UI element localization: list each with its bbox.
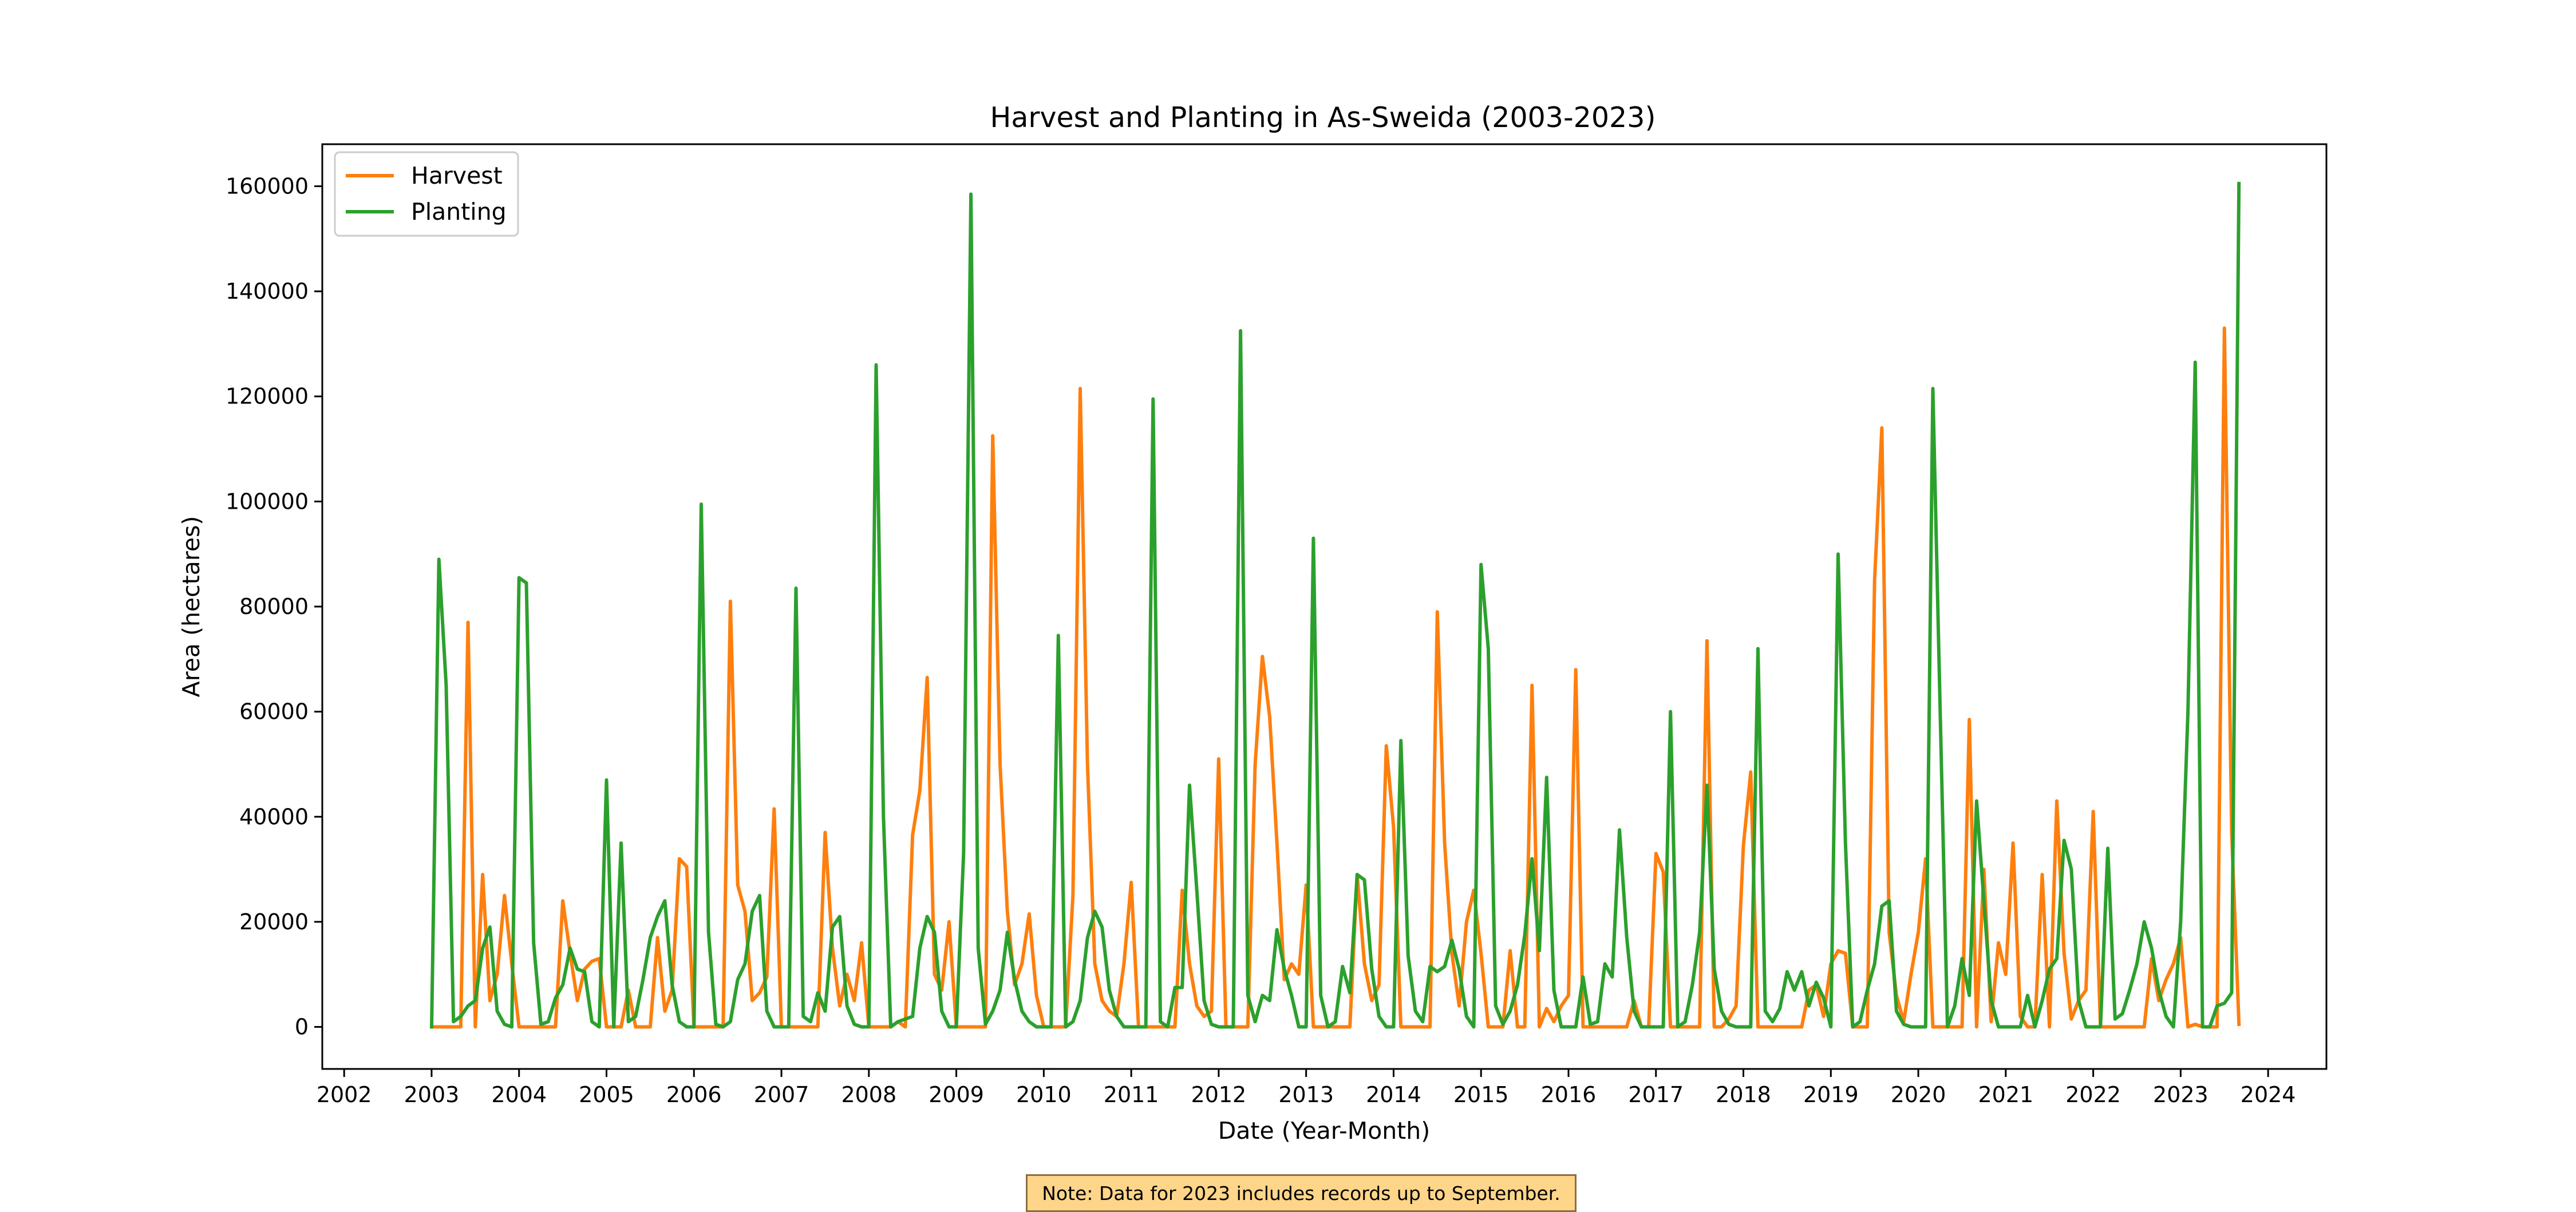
x-tick-label: 2007 <box>754 1082 809 1107</box>
x-tick-label: 2004 <box>491 1082 547 1107</box>
series-line-harvest <box>430 326 2241 1029</box>
y-tick-label: 140000 <box>226 279 309 304</box>
x-tick-label: 2021 <box>1978 1082 2033 1107</box>
x-tick-label: 2015 <box>1453 1082 1509 1107</box>
x-tick-label: 2017 <box>1628 1082 1684 1107</box>
x-tick-label: 2002 <box>317 1082 372 1107</box>
x-tick-label: 2024 <box>2241 1082 2296 1107</box>
x-axis-label: Date (Year-Month) <box>1218 1117 1431 1144</box>
x-tick-label: 2008 <box>841 1082 896 1107</box>
legend-harvest-label: Harvest <box>411 162 503 189</box>
x-tick-label: 2018 <box>1716 1082 1771 1107</box>
y-axis-label: Area (hectares) <box>177 516 205 698</box>
y-tick-label: 0 <box>295 1015 309 1040</box>
y-axis: 0 20000 40000 60000 80000 100000 120000 140000 1… <box>226 173 322 1040</box>
x-tick-label: 2011 <box>1104 1082 1159 1107</box>
chart-title: Harvest and Planting in As-Sweida (2003-… <box>990 101 1656 134</box>
x-tick-label: 2005 <box>579 1082 634 1107</box>
x-tick-label: 2009 <box>929 1082 984 1107</box>
x-axis: 2002 2003 2004 2005 2006 2007 2008 2009 2010 2011… <box>317 1069 2296 1107</box>
x-tick-label: 2019 <box>1803 1082 1859 1107</box>
x-tick-label: 2003 <box>404 1082 460 1107</box>
y-tick-label: 160000 <box>226 173 309 199</box>
legend: Harvest Planting <box>334 151 519 237</box>
x-tick-label: 2016 <box>1541 1082 1597 1107</box>
y-tick-label: 20000 <box>239 909 309 934</box>
plot-lines <box>429 181 2241 1029</box>
x-tick-label: 2010 <box>1016 1082 1072 1107</box>
x-tick-label: 2022 <box>2065 1082 2121 1107</box>
x-tick-label: 2014 <box>1366 1082 1421 1107</box>
y-tick-label: 80000 <box>239 594 309 619</box>
x-tick-label: 2012 <box>1191 1082 1247 1107</box>
legend-planting-label: Planting <box>411 198 507 225</box>
x-tick-label: 2006 <box>666 1082 722 1107</box>
x-tick-label: 2023 <box>2153 1082 2208 1107</box>
series-line-planting <box>429 181 2241 1029</box>
y-tick-label: 120000 <box>226 384 309 409</box>
plot-frame <box>321 143 2328 1070</box>
legend-box <box>334 151 519 237</box>
x-tick-label: 2020 <box>1891 1082 1946 1107</box>
y-tick-label: 40000 <box>239 804 309 829</box>
y-tick-label: 60000 <box>239 699 309 724</box>
data-note: Note: Data for 2023 includes records up … <box>1026 1174 1577 1212</box>
y-tick-label: 100000 <box>226 489 309 514</box>
x-tick-label: 2013 <box>1278 1082 1334 1107</box>
